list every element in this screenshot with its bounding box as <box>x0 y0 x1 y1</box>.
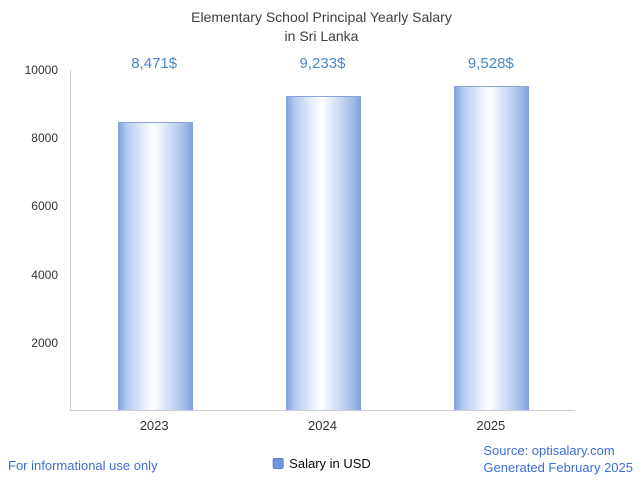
y-tick-label: 10000 <box>24 63 58 77</box>
disclaimer-text: For informational use only <box>8 458 158 473</box>
chart-title: Elementary School Principal Yearly Salar… <box>0 8 643 46</box>
chart-title-line1: Elementary School Principal Yearly Salar… <box>191 9 452 25</box>
legend: Salary in USD <box>272 456 371 471</box>
x-axis-label: 2023 <box>139 418 169 433</box>
bars-container <box>71 70 575 410</box>
y-tick-label: 8000 <box>31 131 58 146</box>
x-axis-label: 2025 <box>476 418 506 433</box>
y-tick-label: 2000 <box>31 335 58 350</box>
y-axis: 2000 4000 6000 8000 10000 <box>0 63 62 411</box>
salary-bar <box>117 122 193 410</box>
legend-label: Salary in USD <box>289 456 371 471</box>
bar-slot <box>407 70 575 410</box>
plot-area <box>70 70 575 411</box>
chart-title-line2: in Sri Lanka <box>284 27 359 44</box>
bar-value-label: 9,233$ <box>299 55 346 72</box>
salary-bar <box>285 96 361 410</box>
x-axis-label: 2024 <box>308 418 337 433</box>
salary-bar <box>453 86 529 410</box>
bar-value-label: 9,528$ <box>467 55 514 72</box>
y-tick-label: 4000 <box>31 267 58 282</box>
bar-slot <box>239 70 407 410</box>
generated-date: Generated February 2025 <box>483 460 633 476</box>
x-axis-labels: 2023 2024 2025 <box>70 418 575 433</box>
source-link[interactable]: Source: optisalary.com <box>483 443 615 459</box>
source-block: Source: optisalary.com Generated Februar… <box>483 443 633 477</box>
legend-swatch-icon <box>272 458 284 469</box>
bar-value-labels: 8,471$ 9,233$ 9,528$ <box>70 55 575 72</box>
y-tick-label: 6000 <box>31 199 58 214</box>
bar-value-label: 8,471$ <box>131 55 178 72</box>
bar-slot <box>71 70 239 410</box>
